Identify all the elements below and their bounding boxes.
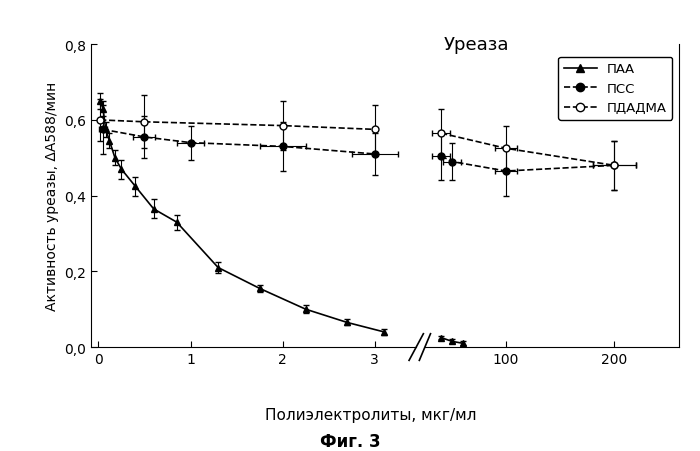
Text: Уреаза: Уреаза — [443, 36, 509, 54]
Y-axis label: Активность уреазы, ΔA588/мин: Активность уреазы, ΔA588/мин — [45, 82, 59, 311]
Legend: ПАА, ПСС, ПДАДМА: ПАА, ПСС, ПДАДМА — [559, 58, 673, 120]
Text: Полиэлектролиты, мкг/мл: Полиэлектролиты, мкг/мл — [265, 407, 477, 423]
Text: Фиг. 3: Фиг. 3 — [320, 433, 380, 451]
